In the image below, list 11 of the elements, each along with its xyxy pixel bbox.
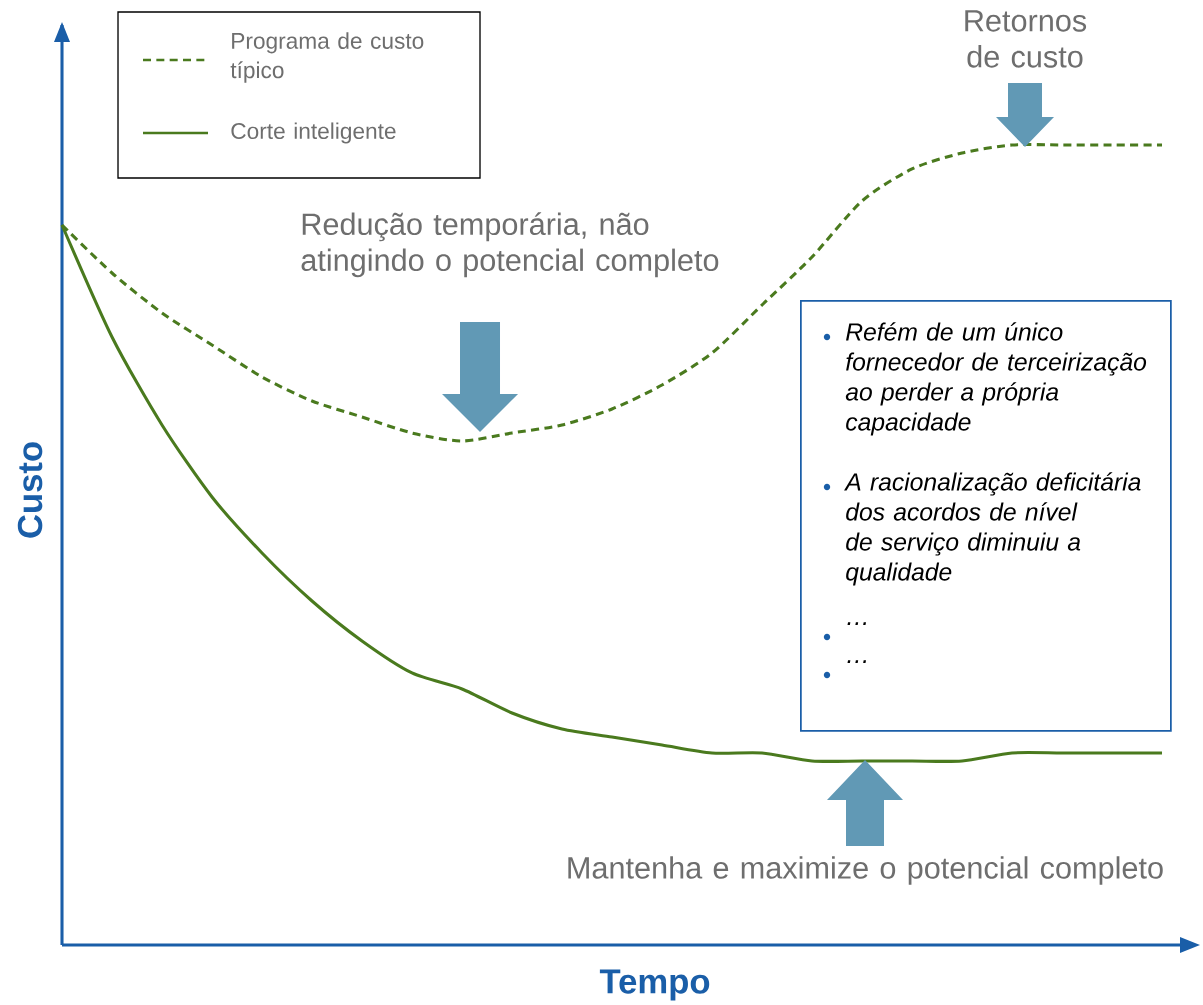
text: Retornos de custo — [965, 10, 1087, 68]
legend-label: Programa de custo típico — [230, 32, 424, 83]
legend-label: Corte inteligente — [231, 122, 396, 144]
annotation: A racionalização deficitária dos acordos de nível de serviço diminuiu a qualidade — [844, 472, 1141, 586]
y-axis-title: Custo — [17, 442, 43, 538]
x-axis-title: Tempo — [599, 969, 710, 1001]
annotation: … — [847, 622, 867, 625]
annotation: Redução temporária, não atingindo o potencial completo — [301, 212, 719, 278]
annotation: Mantenha e maximize o potencial completo — [568, 856, 1163, 885]
annotation: Refém de um único fornecedor de terceirização ao perder a própria capacidade — [845, 322, 1147, 436]
annotation: … — [847, 660, 867, 663]
